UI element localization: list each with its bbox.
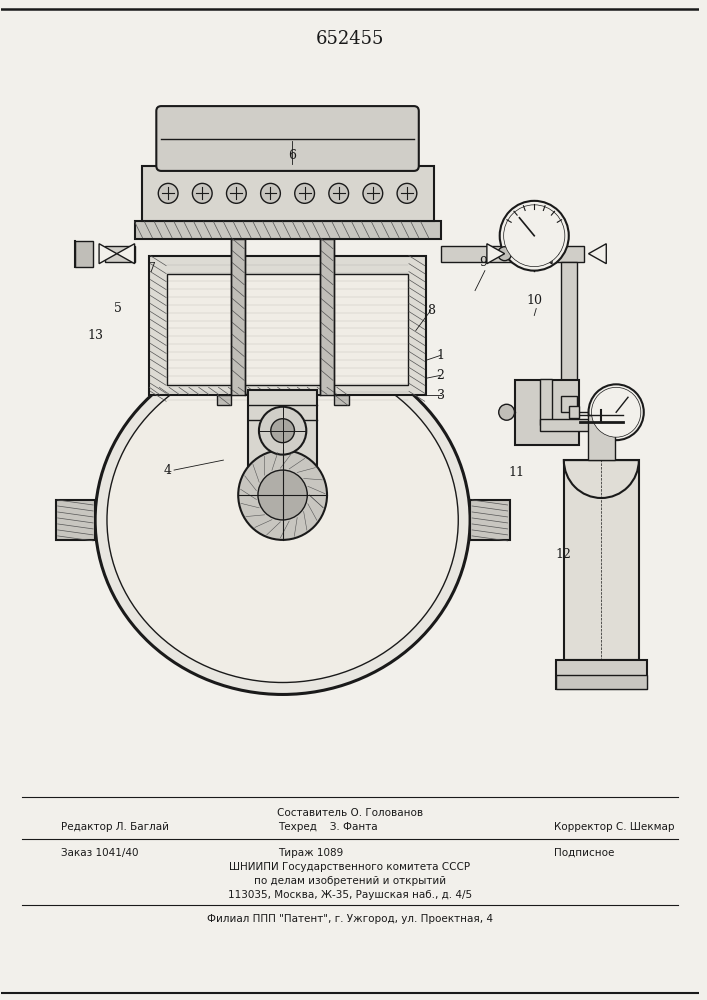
Text: 113035, Москва, Ж-35, Раушская наб., д. 4/5: 113035, Москва, Ж-35, Раушская наб., д. … <box>228 890 472 900</box>
Text: Подписное: Подписное <box>554 848 614 858</box>
Polygon shape <box>588 244 607 264</box>
Bar <box>515 380 578 445</box>
Wedge shape <box>564 460 639 498</box>
Bar <box>540 419 595 431</box>
Bar <box>569 406 578 418</box>
Text: по делам изобретений и открытий: по делам изобретений и открытий <box>254 876 446 886</box>
Text: 2: 2 <box>436 369 445 382</box>
Text: 7: 7 <box>148 262 156 275</box>
Circle shape <box>259 407 306 455</box>
Bar <box>540 379 552 425</box>
Polygon shape <box>487 244 505 264</box>
Text: 8: 8 <box>426 304 435 317</box>
Text: 9: 9 <box>479 256 487 269</box>
Text: 1: 1 <box>436 349 445 362</box>
Bar <box>216 395 231 405</box>
Bar <box>561 262 577 401</box>
Circle shape <box>261 183 281 203</box>
Text: Заказ 1041/40: Заказ 1041/40 <box>61 848 138 858</box>
Bar <box>556 675 647 689</box>
Text: 652455: 652455 <box>315 30 384 48</box>
Bar <box>440 246 583 262</box>
Circle shape <box>258 470 308 520</box>
Bar <box>231 239 245 395</box>
Bar <box>149 256 426 395</box>
Circle shape <box>592 387 641 437</box>
Circle shape <box>271 419 294 443</box>
Text: Тираж 1089: Тираж 1089 <box>278 848 343 858</box>
Circle shape <box>238 450 327 540</box>
Bar <box>56 500 95 540</box>
Bar <box>76 241 93 267</box>
Circle shape <box>226 183 246 203</box>
Bar <box>167 274 408 385</box>
Polygon shape <box>263 455 303 495</box>
Bar <box>470 500 510 540</box>
Polygon shape <box>534 244 552 264</box>
Text: 4: 4 <box>163 464 171 477</box>
Text: Филиал ППП "Патент", г. Ужгород, ул. Проектная, 4: Филиал ППП "Патент", г. Ужгород, ул. Про… <box>206 914 493 924</box>
Bar <box>134 221 440 239</box>
Text: 13: 13 <box>87 329 103 342</box>
Text: Составитель О. Голованов: Составитель О. Голованов <box>276 808 423 818</box>
Circle shape <box>498 247 512 261</box>
Circle shape <box>363 183 382 203</box>
Text: Корректор С. Шекмар: Корректор С. Шекмар <box>554 822 674 832</box>
Circle shape <box>295 183 315 203</box>
Text: 6: 6 <box>288 149 296 162</box>
Text: 5: 5 <box>114 302 122 315</box>
Ellipse shape <box>107 357 458 682</box>
Polygon shape <box>117 244 134 264</box>
Bar <box>105 246 134 262</box>
Text: 12: 12 <box>556 548 572 561</box>
Bar <box>588 415 615 460</box>
Bar <box>320 239 334 395</box>
Text: 3: 3 <box>436 389 445 402</box>
Bar <box>561 396 577 412</box>
Bar <box>556 660 647 689</box>
Circle shape <box>503 205 565 267</box>
Circle shape <box>192 183 212 203</box>
Bar <box>141 166 433 221</box>
Circle shape <box>500 201 569 271</box>
Circle shape <box>397 183 417 203</box>
Circle shape <box>329 183 349 203</box>
Circle shape <box>158 183 178 203</box>
Text: Редактор Л. Баглай: Редактор Л. Баглай <box>61 822 168 832</box>
Circle shape <box>588 384 644 440</box>
FancyBboxPatch shape <box>156 106 419 171</box>
Text: 11: 11 <box>508 466 525 479</box>
Text: 10: 10 <box>526 294 542 307</box>
Bar <box>564 460 639 660</box>
Ellipse shape <box>95 345 470 694</box>
Polygon shape <box>99 244 117 264</box>
Circle shape <box>498 404 515 420</box>
Text: ШНИИПИ Государственного комитета СССР: ШНИИПИ Государственного комитета СССР <box>229 862 470 872</box>
Polygon shape <box>541 244 559 264</box>
Text: Техред    З. Фанта: Техред З. Фанта <box>278 822 378 832</box>
Bar <box>334 395 349 405</box>
Bar <box>248 390 317 480</box>
